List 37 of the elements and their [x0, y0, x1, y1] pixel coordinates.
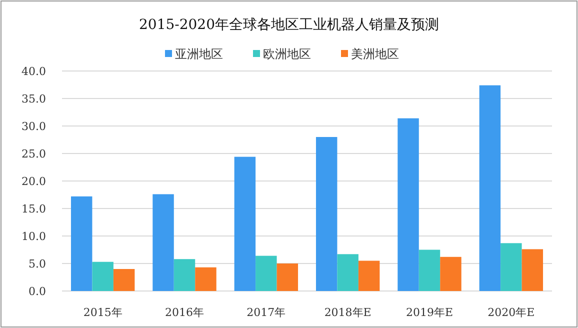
y-tick-label: 25.0 — [22, 148, 46, 160]
bar — [92, 262, 114, 291]
y-tick-label: 0.0 — [28, 285, 46, 298]
legend-label: 欧洲地区 — [263, 47, 311, 61]
x-tick-label: 2020年E — [488, 306, 535, 319]
y-tick-label: 5.0 — [28, 258, 46, 270]
bar — [152, 194, 174, 291]
bar — [500, 243, 522, 291]
legend-label: 亚洲地区 — [175, 47, 223, 61]
x-tick-label: 2017年 — [246, 306, 286, 319]
bar — [316, 137, 338, 291]
bar — [174, 259, 196, 291]
x-tick-label: 2016年 — [165, 306, 204, 319]
bar — [276, 264, 298, 291]
bar — [398, 118, 419, 291]
y-tick-label: 30.0 — [22, 120, 46, 133]
bar — [256, 256, 277, 291]
x-tick-label: 2018年E — [324, 306, 372, 319]
bar — [195, 267, 216, 291]
x-tick-label: 2015年 — [83, 306, 122, 319]
y-tick-label: 35.0 — [22, 92, 46, 106]
legend-label: 美洲地区 — [351, 47, 399, 61]
bar — [522, 249, 544, 291]
y-tick-label: 20.0 — [22, 175, 46, 188]
bar — [234, 156, 256, 291]
bar — [113, 269, 135, 291]
bar — [440, 256, 462, 291]
y-tick-label: 15.0 — [22, 202, 46, 216]
bar — [358, 260, 380, 291]
bar — [337, 254, 358, 291]
y-tick-label: 10.0 — [22, 230, 46, 243]
x-tick-label: 2019年E — [406, 306, 454, 319]
y-tick-label: 40.0 — [22, 65, 46, 78]
chart-title: 2015-2020年全球各地区工业机器人销量及预测 — [139, 17, 439, 33]
bar — [70, 196, 92, 291]
bar — [418, 250, 440, 291]
bar — [479, 85, 501, 291]
